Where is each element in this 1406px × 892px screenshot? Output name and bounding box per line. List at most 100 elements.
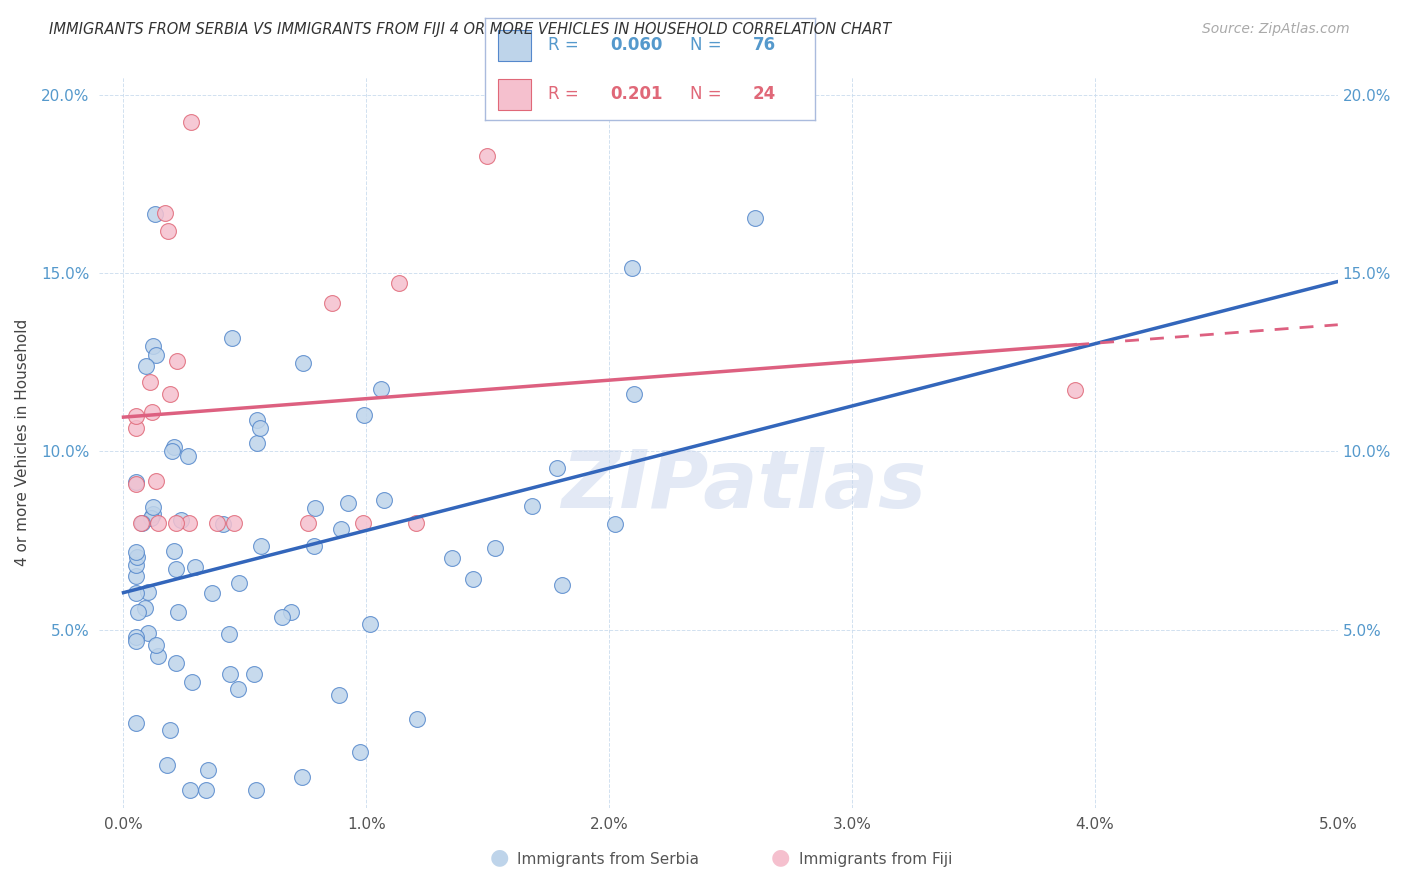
Point [143,207,166,221]
Point [159,387,181,401]
Point [243,666,266,681]
Point [127,606,149,620]
Point [291,356,314,370]
Text: ●: ● [489,847,509,867]
Point [304,501,326,516]
Point [135,359,157,373]
Text: Immigrants from Serbia: Immigrants from Serbia [517,852,699,867]
Point [302,539,325,553]
Point [388,276,411,290]
Text: R =: R = [548,36,583,54]
Point [124,409,146,423]
Point [246,436,269,450]
Point [141,404,163,418]
Point [603,516,626,531]
Point [359,616,381,631]
Point [129,516,152,530]
Point [744,211,766,225]
Point [165,516,187,530]
Text: Source: ZipAtlas.com: Source: ZipAtlas.com [1202,22,1350,37]
Point [124,630,146,644]
Point [159,723,181,738]
Point [124,558,146,573]
Point [124,586,146,600]
Y-axis label: 4 or more Vehicles in Household: 4 or more Vehicles in Household [15,319,30,566]
Text: 24: 24 [752,85,776,103]
Point [142,339,165,353]
Point [167,605,190,619]
Point [124,716,146,731]
Text: IMMIGRANTS FROM SERBIA VS IMMIGRANTS FROM FIJI 4 OR MORE VEHICLES IN HOUSEHOLD C: IMMIGRANTS FROM SERBIA VS IMMIGRANTS FRO… [49,22,891,37]
Text: R =: R = [548,85,583,103]
Point [124,634,146,648]
Point [1064,384,1087,398]
Point [349,745,371,759]
Point [218,627,240,641]
Text: N =: N = [690,36,727,54]
Point [145,347,167,361]
Point [373,492,395,507]
Point [321,296,343,310]
Point [221,331,243,345]
Point [228,575,250,590]
Point [222,516,245,530]
Point [463,572,485,586]
Point [145,638,167,652]
Point [163,543,186,558]
Point [177,449,200,463]
Point [405,712,427,726]
Point [177,516,200,530]
Point [166,354,188,368]
Point [124,421,146,435]
Point [270,610,292,624]
Point [352,516,374,530]
Point [280,606,302,620]
Point [170,513,193,527]
Point [328,688,350,702]
Point [179,783,201,797]
Point [329,522,352,536]
Point [370,382,392,396]
Point [136,584,159,599]
Point [148,649,170,664]
Point [212,516,235,531]
Point [219,667,242,681]
Point [180,675,202,690]
Point [155,206,177,220]
Text: ZIPatlas: ZIPatlas [561,448,925,525]
Point [194,783,217,797]
Point [250,539,273,553]
Point [291,770,314,784]
Point [205,516,228,530]
Point [405,516,427,530]
Point [125,550,148,565]
Point [160,444,183,458]
Point [165,561,187,575]
Point [201,585,224,599]
Point [353,408,375,422]
Point [124,569,146,583]
Text: 0.201: 0.201 [610,85,664,103]
Point [124,477,146,491]
Point [131,516,153,531]
Point [336,495,359,509]
Point [440,550,463,565]
Point [484,541,506,556]
Point [124,475,146,490]
Text: ●: ● [770,847,790,867]
Point [245,413,267,427]
Point [156,758,179,772]
Point [145,475,167,489]
Point [134,601,156,615]
Point [163,440,186,454]
Bar [498,30,531,61]
Point [551,577,574,591]
Point [245,783,267,797]
Point [477,149,499,163]
Point [157,224,180,238]
Point [522,499,544,513]
Point [124,545,146,559]
Point [142,500,165,515]
Point [180,115,202,129]
Point [623,386,645,401]
